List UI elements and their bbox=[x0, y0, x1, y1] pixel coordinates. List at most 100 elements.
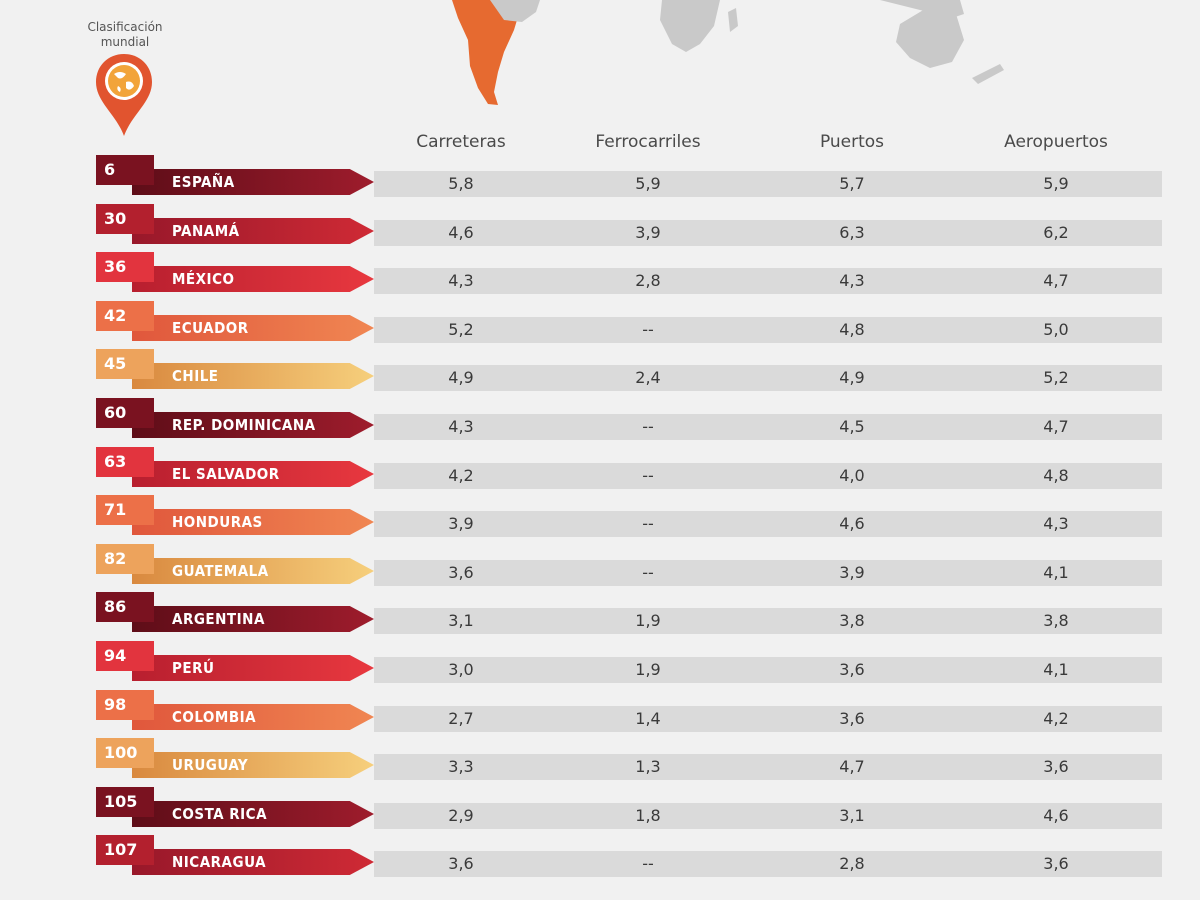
row-value-bar bbox=[374, 754, 1162, 780]
country-arrow-banner bbox=[132, 461, 374, 487]
row-value-bar bbox=[374, 706, 1162, 732]
world-rank-badge: 45 bbox=[96, 349, 154, 379]
world-rank-badge: 30 bbox=[96, 204, 154, 234]
row-value-bar bbox=[374, 803, 1162, 829]
world-rank-badge: 6 bbox=[96, 155, 154, 185]
value-carreteras: 4,2 bbox=[448, 466, 474, 485]
value-aeropuertos: 6,2 bbox=[1043, 223, 1069, 242]
table-row: 42 ECUADOR 5,2 -- 4,8 5,0 bbox=[0, 301, 1200, 351]
value-puertos: 4,9 bbox=[839, 368, 865, 387]
table-row: 105 COSTA RICA 2,9 1,8 3,1 4,6 bbox=[0, 787, 1200, 837]
table-row: 60 REP. DOMINICANA 4,3 -- 4,5 4,7 bbox=[0, 398, 1200, 448]
world-map-background bbox=[452, 0, 1004, 105]
country-arrow-banner bbox=[132, 412, 374, 438]
table-row: 82 GUATEMALA 3,6 -- 3,9 4,1 bbox=[0, 544, 1200, 594]
value-ferrocarriles: -- bbox=[642, 854, 654, 873]
country-arrow-banner bbox=[132, 801, 374, 827]
table-row: 100 URUGUAY 3,3 1,3 4,7 3,6 bbox=[0, 738, 1200, 788]
row-value-bar bbox=[374, 365, 1162, 391]
country-name: REP. DOMINICANA bbox=[172, 416, 316, 434]
world-rank-badge: 86 bbox=[96, 592, 154, 622]
table-row: 71 HONDURAS 3,9 -- 4,6 4,3 bbox=[0, 495, 1200, 545]
country-arrow-banner bbox=[132, 558, 374, 584]
value-carreteras: 5,8 bbox=[448, 174, 474, 193]
value-carreteras: 4,9 bbox=[448, 368, 474, 387]
value-aeropuertos: 5,9 bbox=[1043, 174, 1069, 193]
value-puertos: 4,8 bbox=[839, 320, 865, 339]
world-rank-badge: 100 bbox=[96, 738, 154, 768]
value-puertos: 2,8 bbox=[839, 854, 865, 873]
value-ferrocarriles: 3,9 bbox=[635, 223, 661, 242]
world-rank-badge: 42 bbox=[96, 301, 154, 331]
table-row: 94 PERÚ 3,0 1,9 3,6 4,1 bbox=[0, 641, 1200, 691]
table-row: 98 COLOMBIA 2,7 1,4 3,6 4,2 bbox=[0, 690, 1200, 740]
row-value-bar bbox=[374, 171, 1162, 197]
table-row: 36 MÉXICO 4,3 2,8 4,3 4,7 bbox=[0, 252, 1200, 302]
value-puertos: 3,6 bbox=[839, 709, 865, 728]
value-ferrocarriles: 2,8 bbox=[635, 271, 661, 290]
value-aeropuertos: 3,6 bbox=[1043, 757, 1069, 776]
value-ferrocarriles: 1,3 bbox=[635, 757, 661, 776]
country-name: COSTA RICA bbox=[172, 805, 268, 823]
country-name: NICARAGUA bbox=[172, 853, 267, 871]
world-rank-badge: 60 bbox=[96, 398, 154, 428]
madagascar-shape bbox=[728, 8, 738, 32]
legend-line-2: mundial bbox=[100, 35, 150, 49]
country-arrow-banner bbox=[132, 849, 374, 875]
south-america-shape bbox=[452, 0, 520, 105]
country-arrow-banner bbox=[132, 169, 374, 195]
value-aeropuertos: 3,8 bbox=[1043, 611, 1069, 630]
world-rank-badge: 36 bbox=[96, 252, 154, 282]
value-aeropuertos: 4,7 bbox=[1043, 271, 1069, 290]
country-name: HONDURAS bbox=[172, 513, 263, 531]
table-row: 107 NICARAGUA 3,6 -- 2,8 3,6 bbox=[0, 835, 1200, 885]
country-name: URUGUAY bbox=[172, 756, 249, 774]
country-name: COLOMBIA bbox=[172, 708, 257, 726]
globe-continents bbox=[114, 72, 134, 92]
value-ferrocarriles: 2,4 bbox=[635, 368, 661, 387]
row-value-bar bbox=[374, 657, 1162, 683]
world-rank-badge: 107 bbox=[96, 835, 154, 865]
country-arrow-banner bbox=[132, 218, 374, 244]
country-arrow-banner bbox=[132, 363, 374, 389]
value-carreteras: 3,9 bbox=[448, 514, 474, 533]
value-aeropuertos: 4,2 bbox=[1043, 709, 1069, 728]
country-name: ESPAÑA bbox=[172, 173, 235, 191]
country-name: GUATEMALA bbox=[172, 562, 269, 580]
value-carreteras: 2,9 bbox=[448, 806, 474, 825]
country-name: CHILE bbox=[172, 367, 219, 385]
value-carreteras: 3,3 bbox=[448, 757, 474, 776]
value-puertos: 4,0 bbox=[839, 466, 865, 485]
row-value-bar bbox=[374, 268, 1162, 294]
value-puertos: 4,6 bbox=[839, 514, 865, 533]
country-arrow-banner bbox=[132, 655, 374, 681]
africa-shape bbox=[660, 0, 720, 52]
value-aeropuertos: 4,1 bbox=[1043, 660, 1069, 679]
value-carreteras: 4,3 bbox=[448, 417, 474, 436]
value-carreteras: 4,3 bbox=[448, 271, 474, 290]
value-puertos: 3,1 bbox=[839, 806, 865, 825]
new-zealand-shape bbox=[972, 64, 1004, 84]
row-value-bar bbox=[374, 317, 1162, 343]
country-name: MÉXICO bbox=[172, 270, 235, 288]
row-value-bar bbox=[374, 608, 1162, 634]
row-value-bar bbox=[374, 414, 1162, 440]
country-name: EL SALVADOR bbox=[172, 465, 280, 483]
row-value-bar bbox=[374, 511, 1162, 537]
value-aeropuertos: 5,0 bbox=[1043, 320, 1069, 339]
country-name: ARGENTINA bbox=[172, 610, 265, 628]
value-carreteras: 3,1 bbox=[448, 611, 474, 630]
value-aeropuertos: 4,6 bbox=[1043, 806, 1069, 825]
australia-shape bbox=[896, 6, 964, 68]
value-ferrocarriles: -- bbox=[642, 417, 654, 436]
world-rank-badge: 63 bbox=[96, 447, 154, 477]
value-puertos: 4,7 bbox=[839, 757, 865, 776]
value-puertos: 3,9 bbox=[839, 563, 865, 582]
value-aeropuertos: 4,1 bbox=[1043, 563, 1069, 582]
value-carreteras: 3,6 bbox=[448, 854, 474, 873]
value-carreteras: 4,6 bbox=[448, 223, 474, 242]
value-ferrocarriles: -- bbox=[642, 466, 654, 485]
country-name: PERÚ bbox=[172, 659, 215, 677]
value-carreteras: 3,6 bbox=[448, 563, 474, 582]
value-carreteras: 5,2 bbox=[448, 320, 474, 339]
